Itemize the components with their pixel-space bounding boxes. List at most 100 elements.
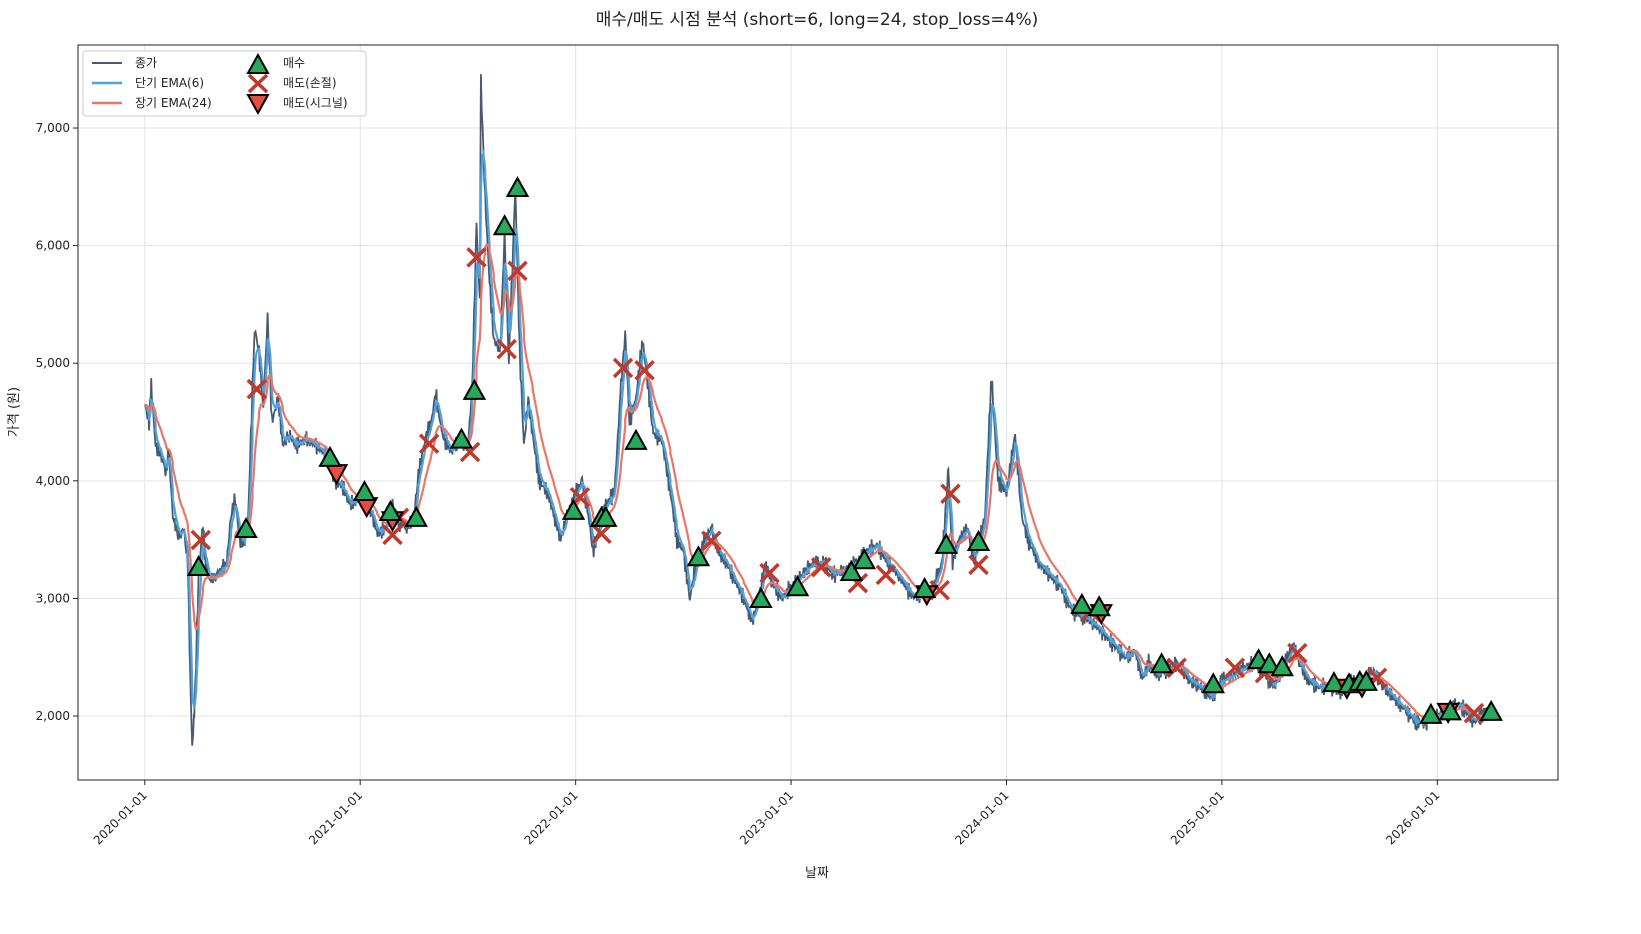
x-tick-label: 2024-01-01: [952, 788, 1011, 847]
buy-marker: [1201, 672, 1226, 694]
legend-ema-long-label: 장기 EMA(24): [135, 96, 212, 110]
y-axis-label: 가격 (원): [7, 387, 22, 437]
x-tick-label: 2025-01-01: [1168, 788, 1227, 847]
y-tick-label: 4,000: [36, 474, 70, 488]
sell-stop-marker: [1166, 657, 1187, 679]
sell-stop-marker: [759, 562, 780, 584]
y-tick-label: 6,000: [36, 239, 70, 253]
sell-stop-marker: [190, 529, 212, 551]
sell-stop-marker: [940, 483, 961, 504]
sell-stop-marker: [1224, 657, 1246, 679]
buy-marker: [934, 532, 958, 554]
legend-sell-stop-label: 매도(손절): [283, 76, 337, 90]
buy-marker: [492, 214, 517, 236]
buy-marker: [1322, 671, 1346, 693]
legend-sell-stop-icon: [247, 73, 269, 94]
grid: [78, 45, 1558, 780]
sell-stop-stroke: [496, 338, 517, 360]
buy-marker: [462, 378, 487, 400]
legend-buy-icon: [246, 52, 270, 74]
sell-stop-stroke: [1287, 642, 1308, 664]
sell-stop-marker: [507, 260, 528, 282]
sell-stop-stroke: [466, 247, 487, 268]
plot-frame: [77, 44, 1559, 781]
buy-marker: [234, 516, 258, 539]
x-tick-label: 2023-01-01: [737, 788, 796, 847]
sell-stop-stroke: [1224, 657, 1246, 679]
sell-stop-stroke: [940, 483, 961, 504]
buy-marker: [318, 445, 342, 467]
y-tick-label: 7,000: [36, 121, 70, 135]
sell-stop-marker: [810, 557, 832, 578]
sell-stop-marker: [1287, 642, 1308, 664]
sell-stop-marker: [591, 523, 612, 544]
buy-marker: [561, 498, 586, 520]
ema-short-line: [144, 148, 1492, 727]
sell-stop-stroke: [875, 564, 897, 586]
markers-layer: [186, 175, 1503, 724]
buy-marker: [449, 427, 474, 449]
buy-marker: [1479, 699, 1503, 721]
x-tick-label: 2026-01-01: [1383, 788, 1442, 847]
buy-marker: [852, 548, 877, 570]
buy-marker: [352, 479, 377, 501]
sell-stop-stroke: [1463, 702, 1485, 724]
buy-marker: [839, 559, 864, 581]
buy-marker: [505, 175, 530, 198]
sell-stop-stroke: [418, 433, 440, 455]
buy-marker: [1149, 652, 1174, 674]
buy-marker: [186, 554, 211, 577]
legend-ema-short-label: 단기 EMA(6): [135, 76, 204, 90]
buy-marker: [1087, 595, 1111, 617]
sell-stop-marker: [701, 530, 722, 552]
sell-stop-marker: [496, 338, 517, 360]
buy-marker: [1270, 655, 1294, 677]
x-axis-label: 날짜: [805, 866, 829, 881]
sell-stop-marker: [1463, 702, 1485, 724]
sell-stop-marker: [382, 524, 403, 546]
sell-stop-marker: [246, 378, 268, 400]
y-tick-label: 2,000: [36, 709, 70, 723]
buy-marker: [1070, 592, 1094, 614]
sell-stop-stroke: [759, 562, 780, 584]
y-tick-label: 3,000: [36, 591, 70, 605]
buy-marker: [966, 529, 991, 551]
x-tick-label: 2022-01-01: [522, 788, 581, 847]
sell-stop-marker: [612, 357, 634, 379]
buy-marker: [404, 505, 428, 527]
buy-marker: [1438, 699, 1462, 721]
sell-stop-marker: [875, 564, 897, 586]
buy-marker: [749, 586, 773, 609]
x-tick-label: 2020-01-01: [91, 788, 150, 847]
sell-stop-stroke: [246, 378, 268, 400]
legend-sell-signal-label: 매도(시그널): [283, 96, 348, 110]
sell-stop-marker: [418, 433, 440, 455]
sell-stop-stroke: [459, 441, 481, 463]
sell-stop-marker: [466, 247, 487, 268]
sell-stop-stroke: [847, 572, 869, 594]
sell-stop-marker: [634, 360, 655, 381]
sell-stop-stroke: [591, 523, 612, 544]
legend-box: [82, 50, 367, 117]
sell-stop-stroke: [701, 530, 722, 552]
buy-marker: [624, 428, 648, 450]
sell-stop-stroke: [968, 554, 989, 576]
sell-stop-marker: [968, 554, 989, 576]
sell-stop-stroke: [810, 557, 832, 578]
buy-marker: [1257, 652, 1282, 674]
buy-marker: [686, 545, 711, 567]
sell-stop-stroke: [190, 529, 212, 551]
legend-sell-signal-icon: [246, 94, 270, 116]
legend-buy-label: 매수: [283, 56, 305, 70]
x-ticks: 2020-01-01 2021-01-01 2022-01-01 2023-01-01…: [91, 780, 1442, 847]
buy-marker: [1354, 669, 1378, 691]
sell-stop-stroke: [507, 260, 528, 282]
sell-stop-stroke: [1166, 657, 1187, 679]
buy-marker: [378, 499, 403, 521]
legend: 종가 단기 EMA(6) 장기 EMA(24) 매수 매도(손절) 매도(시그널…: [82, 50, 367, 117]
chart-title: 매수/매도 시점 분석 (short=6, long=24, stop_loss…: [596, 10, 1039, 30]
y-ticks: 2,000 3,000 4,000 5,000 6,000 7,000: [36, 121, 78, 723]
sell-stop-stroke: [634, 360, 655, 381]
sell-stop-stroke: [382, 524, 403, 546]
